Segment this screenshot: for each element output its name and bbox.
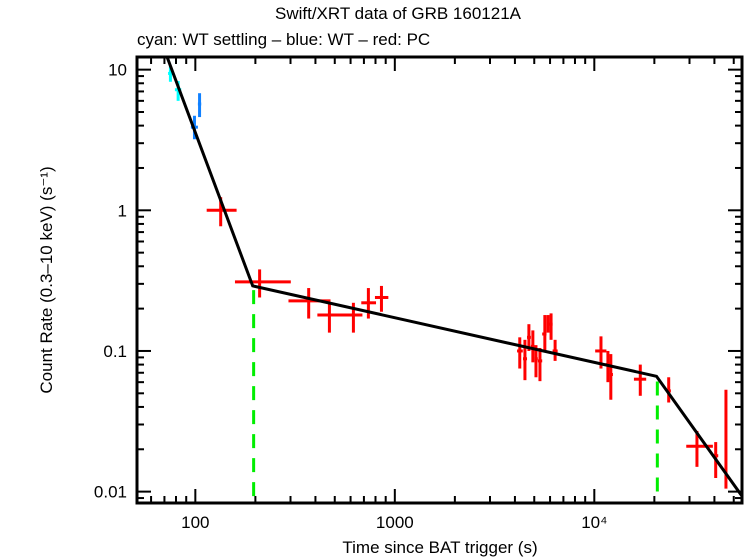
y-tick-labels: 0.01 0.1 1 10 xyxy=(94,61,127,502)
data-point xyxy=(234,269,291,298)
data-point xyxy=(530,330,535,363)
data-point xyxy=(542,315,547,351)
axis-ticks xyxy=(137,57,742,503)
data-point xyxy=(686,430,713,467)
x-tick-label: 1000 xyxy=(376,513,414,532)
series-wt-settling xyxy=(168,66,182,101)
y-tick-label: 0.01 xyxy=(94,483,127,502)
x-tick-label: 10⁴ xyxy=(581,513,607,532)
data-point xyxy=(374,285,389,312)
model-fit xyxy=(165,57,742,497)
data-point xyxy=(517,337,523,369)
x-tick-label: 100 xyxy=(181,513,209,532)
y-tick-label: 10 xyxy=(108,61,127,80)
plot-frame xyxy=(135,55,744,505)
data-point xyxy=(609,354,613,400)
model-line xyxy=(165,57,742,497)
data-point xyxy=(537,347,543,382)
data-point xyxy=(546,315,550,333)
data-point xyxy=(549,313,553,340)
x-axis-label: Time since BAT trigger (s) xyxy=(342,538,537,557)
data-point xyxy=(197,93,202,118)
data-points xyxy=(168,66,728,489)
chart-title: Swift/XRT data of GRB 160121A xyxy=(275,4,522,23)
data-point xyxy=(552,339,558,361)
x-tick-labels: 100 1000 10⁴ xyxy=(181,513,607,532)
series-pc xyxy=(206,197,728,489)
break-markers xyxy=(252,290,659,503)
y-tick-label: 0.1 xyxy=(103,342,127,361)
y-axis-label: Count Rate (0.3–10 keV) (s⁻¹) xyxy=(37,166,56,393)
chart-subtitle: cyan: WT settling – blue: WT – red: PC xyxy=(137,30,430,49)
y-tick-label: 1 xyxy=(118,201,127,220)
data-point xyxy=(361,288,377,319)
data-point xyxy=(633,364,647,396)
